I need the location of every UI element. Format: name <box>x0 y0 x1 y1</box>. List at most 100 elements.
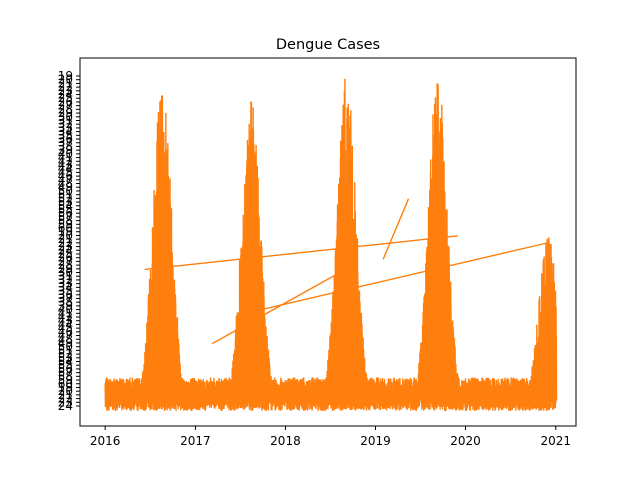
y-tick-label: 40 <box>58 147 73 161</box>
y-tick-label: 36 <box>58 288 73 302</box>
y-tick-label: 48 <box>58 177 73 191</box>
x-tick-label: 2018 <box>270 434 301 448</box>
y-tick-label: 53 <box>58 195 73 209</box>
y-tick-label: 31 <box>58 113 73 127</box>
y-tick-label: 51 <box>58 343 73 357</box>
y-tick-label: 19 <box>58 69 73 83</box>
y-tick-label: 29 <box>58 262 73 276</box>
y-tick-label: 60 <box>58 377 73 391</box>
y-tick-label: 57 <box>58 210 73 224</box>
y-tick-labels: 1920212223242526272829303132333435363738… <box>58 69 80 413</box>
y-tick-label: 59 <box>58 373 73 387</box>
y-tick-label: 24 <box>58 243 73 257</box>
y-tick-label: 56 <box>58 362 73 376</box>
y-tick-label: 42 <box>58 154 73 168</box>
y-tick-label: 44 <box>58 317 73 331</box>
y-tick-label: 60 <box>58 221 73 235</box>
y-tick-label: 47 <box>58 329 73 343</box>
y-tick-label: 39 <box>58 299 73 313</box>
y-tick-label: 35 <box>58 128 73 142</box>
y-tick-label: 52 <box>58 347 73 361</box>
y-tick-label: 47 <box>58 173 73 187</box>
connector-segment <box>211 268 346 345</box>
y-tick-label: 27 <box>58 99 73 113</box>
x-tick-label: 2021 <box>541 434 572 448</box>
y-tick-label: 28 <box>58 258 73 272</box>
y-tick-label: 50 <box>58 340 73 354</box>
y-tick-label: 34 <box>58 280 73 294</box>
y-tick-label: 45 <box>58 321 73 335</box>
y-tick-label: 56 <box>58 206 73 220</box>
y-tick-label: 20 <box>58 384 73 398</box>
connector-segment <box>259 241 550 311</box>
y-tick-label: 37 <box>58 136 73 150</box>
y-tick-label: 29 <box>58 106 73 120</box>
x-tick-label: 2019 <box>360 434 391 448</box>
y-tick-label: 19 <box>58 380 73 394</box>
y-tick-label: 54 <box>58 199 73 213</box>
y-tick-label: 38 <box>58 139 73 153</box>
y-tick-label: 51 <box>58 188 73 202</box>
y-tick-label: 33 <box>58 121 73 135</box>
y-tick-label: 23 <box>58 395 73 409</box>
y-tick-label: 34 <box>58 125 73 139</box>
y-tick-label: 22 <box>58 80 73 94</box>
dengue-cases-line <box>104 78 558 412</box>
series-line-layer <box>104 78 558 412</box>
y-tick-label: 58 <box>58 214 73 228</box>
y-tick-label: 21 <box>58 388 73 402</box>
y-tick-label: 40 <box>58 303 73 317</box>
y-tick-label: 54 <box>58 355 73 369</box>
y-tick-label: 20 <box>58 228 73 242</box>
y-tick-label: 21 <box>58 76 73 90</box>
y-tick-label: 43 <box>58 158 73 172</box>
y-tick-label: 39 <box>58 143 73 157</box>
x-axis: 2016 2017 2018 2019 2020 2021 <box>90 426 571 448</box>
y-tick-label: 46 <box>58 169 73 183</box>
y-tick-label: 45 <box>58 165 73 179</box>
y-tick-label: 25 <box>58 91 73 105</box>
y-tick-label: 19 <box>58 225 73 239</box>
y-tick-label: 49 <box>58 336 73 350</box>
y-tick-label: 27 <box>58 254 73 268</box>
y-tick-label: 46 <box>58 325 73 339</box>
y-tick-label: 59 <box>58 217 73 231</box>
y-tick-label: 23 <box>58 240 73 254</box>
y-tick-label: 50 <box>58 184 73 198</box>
y-tick-label: 26 <box>58 95 73 109</box>
y-tick-label: 49 <box>58 180 73 194</box>
y-tick-label: 38 <box>58 295 73 309</box>
y-tick-label: 37 <box>58 291 73 305</box>
y-tick-label: 32 <box>58 273 73 287</box>
y-tick-label: 20 <box>58 73 73 87</box>
y-tick-label: 22 <box>58 236 73 250</box>
y-tick-label: 30 <box>58 110 73 124</box>
x-tick-label: 2017 <box>180 434 211 448</box>
y-tick-label: 26 <box>58 251 73 265</box>
y-tick-label: 30 <box>58 266 73 280</box>
y-tick-label: 55 <box>58 358 73 372</box>
y-tick-label: 58 <box>58 369 73 383</box>
y-tick-label: 52 <box>58 191 73 205</box>
y-tick-label: 35 <box>58 284 73 298</box>
y-tick-label: 28 <box>58 102 73 116</box>
x-tick-label: 2016 <box>90 434 121 448</box>
y-tick-label: 43 <box>58 314 73 328</box>
plot-frame <box>79 57 577 427</box>
y-tick-label: 33 <box>58 277 73 291</box>
y-tick-label: 53 <box>58 351 73 365</box>
y-tick-label: 32 <box>58 117 73 131</box>
y-tick-label: 41 <box>58 306 73 320</box>
y-tick-label: 42 <box>58 310 73 324</box>
y-tick-label: 36 <box>58 132 73 146</box>
y-tick-label: 24 <box>58 399 73 413</box>
y-tick-label: 44 <box>58 162 73 176</box>
y-tick-label: 55 <box>58 202 73 216</box>
y-tick-label: 24 <box>58 88 73 102</box>
y-tick-label: 48 <box>58 332 73 346</box>
y-tick-label: 23 <box>58 84 73 98</box>
y-tick-label: 57 <box>58 366 73 380</box>
y-tick-label: 41 <box>58 151 73 165</box>
x-tick-label: 2020 <box>450 434 481 448</box>
